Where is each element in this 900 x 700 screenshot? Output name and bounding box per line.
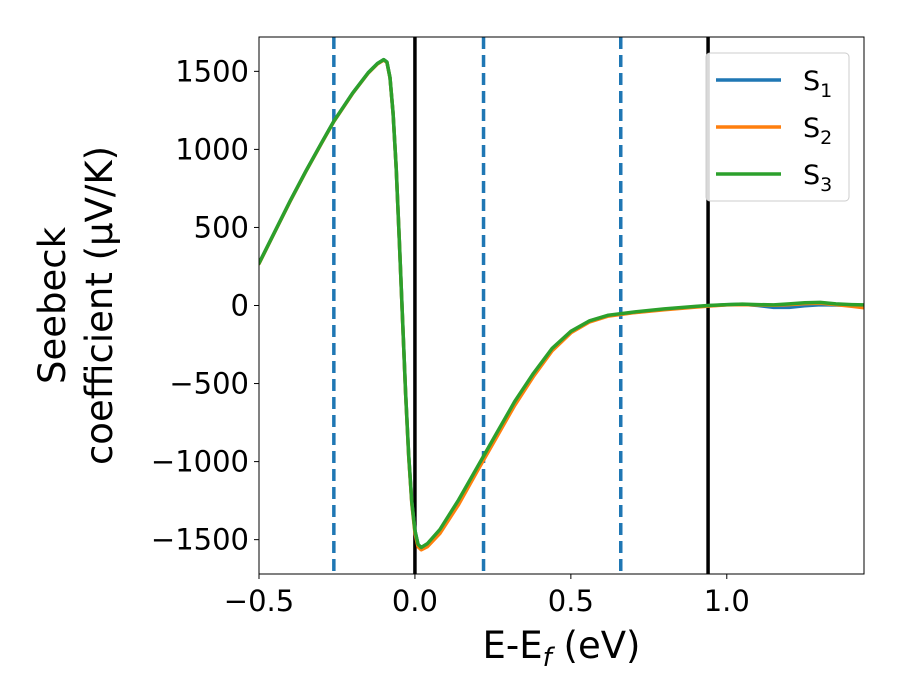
x-axis-label: E-Ef (eV) <box>483 624 641 673</box>
x-tick-label: 0.5 <box>548 584 594 618</box>
x-tick-label: 1.0 <box>704 584 750 618</box>
x-tick-label: −0.5 <box>224 584 294 618</box>
reference-lines <box>332 37 710 574</box>
y-tick-label: 1500 <box>175 54 249 88</box>
y-axis-label-line2: coefficient (μV/K) <box>78 146 121 465</box>
y-tick-label: 0 <box>231 289 249 323</box>
x-tick-label: 0.0 <box>392 584 438 618</box>
y-axis-ticks: −1500 −1000 −500 0 500 1000 1500 <box>151 54 259 557</box>
y-tick-label: 1000 <box>175 132 249 166</box>
x-axis-label-base: E-E <box>483 624 543 667</box>
legend-label-s1: S1 <box>803 66 832 102</box>
y-tick-label: 500 <box>194 210 249 244</box>
y-tick-label: −500 <box>169 367 249 401</box>
legend: S1 S2 S3 <box>705 52 850 202</box>
x-axis-label-tail: (eV) <box>552 624 641 667</box>
legend-label-s3: S3 <box>803 160 832 196</box>
series-lines <box>259 57 864 552</box>
y-axis-label-line1: Seebeck <box>31 226 74 384</box>
series-line-s3 <box>259 57 864 550</box>
y-tick-label: −1500 <box>151 523 249 557</box>
x-axis-ticks: −0.5 0.0 0.5 1.0 <box>224 574 750 618</box>
y-tick-label: −1000 <box>151 445 249 479</box>
legend-label-s2: S2 <box>803 113 832 149</box>
